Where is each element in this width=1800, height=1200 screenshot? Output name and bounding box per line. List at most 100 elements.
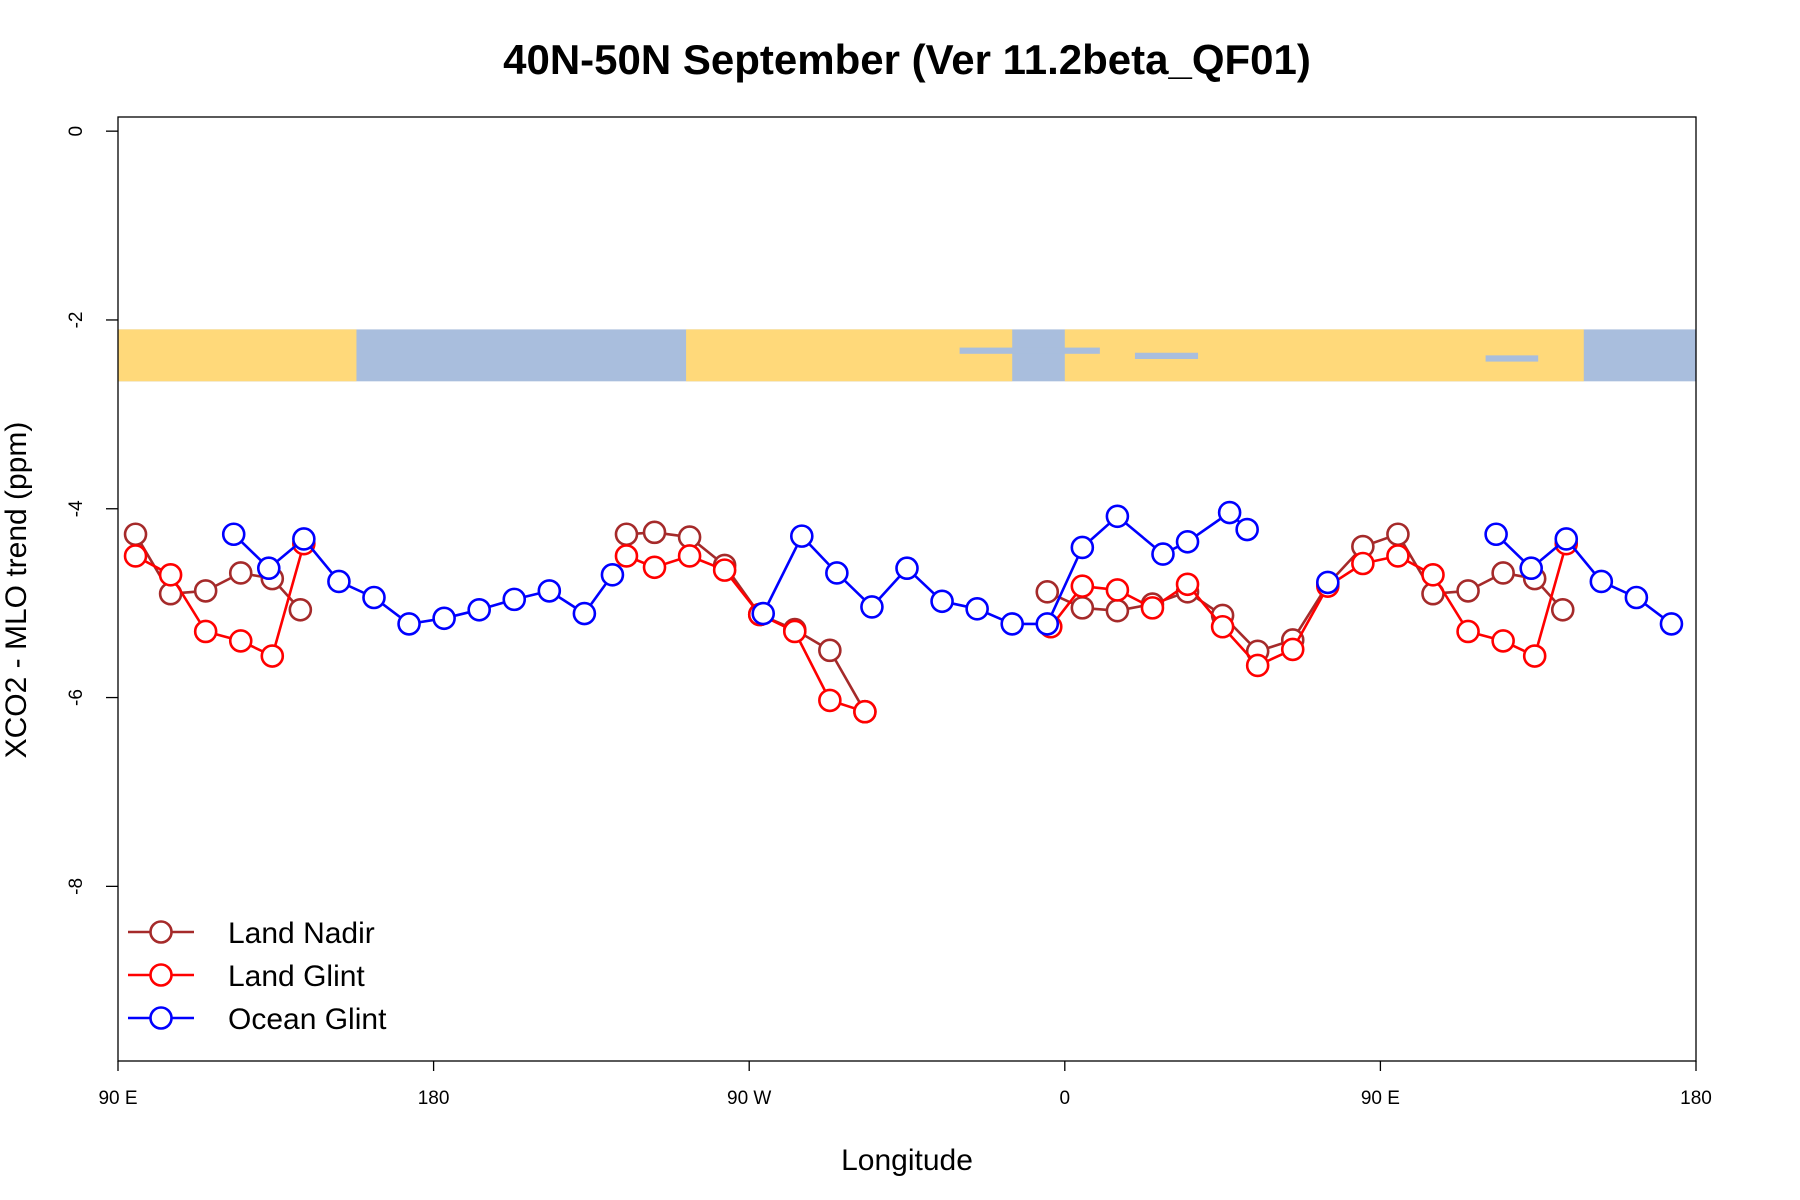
series-land-glint bbox=[123, 531, 1579, 724]
data-point bbox=[158, 563, 183, 587]
map-land-segment bbox=[686, 329, 1013, 382]
data-point bbox=[123, 522, 148, 547]
data-point bbox=[642, 520, 667, 545]
data-point bbox=[1421, 563, 1445, 587]
chart-title: 40N-50N September (Ver 11.2beta_QF01) bbox=[503, 36, 1311, 83]
data-point bbox=[1175, 572, 1200, 597]
x-axis-label: Longitude bbox=[841, 1144, 973, 1177]
data-point bbox=[228, 629, 253, 653]
data-point bbox=[1624, 585, 1649, 610]
data-point bbox=[1386, 544, 1410, 568]
data-point bbox=[1456, 579, 1480, 603]
data-point bbox=[572, 601, 597, 626]
map-land-segment bbox=[118, 329, 357, 382]
x-tick-label: 90 W bbox=[727, 1088, 771, 1109]
legend-label: Land Nadir bbox=[228, 917, 375, 950]
plot-frame bbox=[117, 116, 1697, 1062]
data-point bbox=[1105, 504, 1130, 529]
series-line bbox=[1049, 543, 1568, 667]
data-point bbox=[292, 527, 316, 551]
data-point bbox=[1519, 556, 1543, 581]
data-point bbox=[642, 555, 667, 580]
data-point bbox=[1151, 542, 1175, 566]
x-tick-label: 180 bbox=[1680, 1088, 1712, 1109]
data-point bbox=[1140, 596, 1165, 620]
y-axis-label: XCO2 - MLO trend (ppm) bbox=[0, 422, 33, 759]
x-axis: 90 E 180 90 W 0 90 E 180 bbox=[98, 1061, 1712, 1109]
series-land-nadir bbox=[123, 520, 1575, 724]
map-water-feature bbox=[1485, 355, 1539, 362]
legend: Land Nadir Land Glint Ocean Glint bbox=[128, 917, 387, 1036]
data-point bbox=[600, 563, 625, 587]
data-point bbox=[397, 612, 421, 636]
y-tick-label: -6 bbox=[66, 689, 87, 706]
data-point bbox=[467, 597, 491, 622]
data-point bbox=[1491, 561, 1515, 585]
data-point bbox=[1456, 619, 1480, 644]
legend-marker bbox=[149, 1006, 173, 1030]
y-tick-label: -4 bbox=[66, 500, 87, 517]
data-point bbox=[1554, 527, 1579, 551]
data-point bbox=[1070, 535, 1095, 560]
data-point bbox=[288, 597, 313, 622]
map-water-feature bbox=[1134, 352, 1199, 359]
data-point bbox=[1659, 612, 1684, 636]
x-tick-label: 180 bbox=[418, 1088, 450, 1109]
y-axis: 0 -2 -4 -6 -8 bbox=[66, 126, 118, 895]
data-point bbox=[1491, 629, 1515, 653]
data-point bbox=[895, 556, 919, 581]
data-point bbox=[362, 585, 386, 610]
data-point bbox=[1035, 612, 1060, 636]
data-point bbox=[1351, 551, 1375, 576]
data-point bbox=[965, 597, 989, 621]
data-point bbox=[1280, 637, 1305, 662]
data-point bbox=[193, 579, 218, 603]
data-point bbox=[782, 619, 807, 644]
series-line bbox=[1046, 532, 1564, 653]
legend-label: Ocean Glint bbox=[228, 1003, 387, 1036]
x-tick-label: 90 E bbox=[98, 1088, 137, 1109]
series-ocean-glint bbox=[221, 500, 1684, 636]
data-point bbox=[432, 606, 456, 631]
data-point bbox=[677, 544, 702, 568]
data-point bbox=[614, 544, 639, 568]
data-point bbox=[228, 561, 253, 585]
series-line bbox=[1495, 533, 1673, 625]
data-point bbox=[123, 544, 148, 568]
data-point bbox=[1235, 517, 1259, 542]
legend-label: Land Glint bbox=[228, 960, 365, 993]
data-point bbox=[1070, 596, 1095, 620]
data-point bbox=[789, 524, 814, 548]
data-point bbox=[712, 558, 737, 582]
legend-item: Ocean Glint bbox=[128, 1003, 387, 1036]
data-point bbox=[751, 601, 776, 626]
data-point bbox=[1386, 522, 1410, 547]
data-point bbox=[327, 569, 351, 594]
data-point bbox=[1550, 597, 1575, 622]
y-tick-label: -2 bbox=[66, 312, 87, 329]
x-tick-label: 90 E bbox=[1361, 1088, 1400, 1109]
legend-item: Land Nadir bbox=[128, 917, 375, 950]
data-point bbox=[1589, 569, 1614, 594]
data-point bbox=[1070, 574, 1095, 598]
data-point bbox=[1484, 522, 1508, 547]
y-tick-label: 0 bbox=[66, 126, 87, 137]
data-point bbox=[825, 561, 849, 585]
data-point bbox=[818, 638, 842, 663]
data-point bbox=[1522, 644, 1547, 668]
data-point bbox=[818, 688, 842, 713]
data-point bbox=[1105, 578, 1130, 602]
data-point bbox=[260, 644, 285, 668]
data-point bbox=[221, 522, 246, 547]
data-point bbox=[930, 589, 954, 614]
data-point bbox=[1217, 500, 1242, 525]
legend-marker bbox=[149, 963, 173, 987]
series-layer bbox=[123, 500, 1684, 724]
legend-marker bbox=[149, 920, 173, 944]
data-point bbox=[1105, 598, 1130, 623]
data-point bbox=[1316, 570, 1340, 595]
data-point bbox=[502, 587, 527, 612]
data-point bbox=[860, 595, 884, 619]
data-point bbox=[1245, 653, 1270, 678]
